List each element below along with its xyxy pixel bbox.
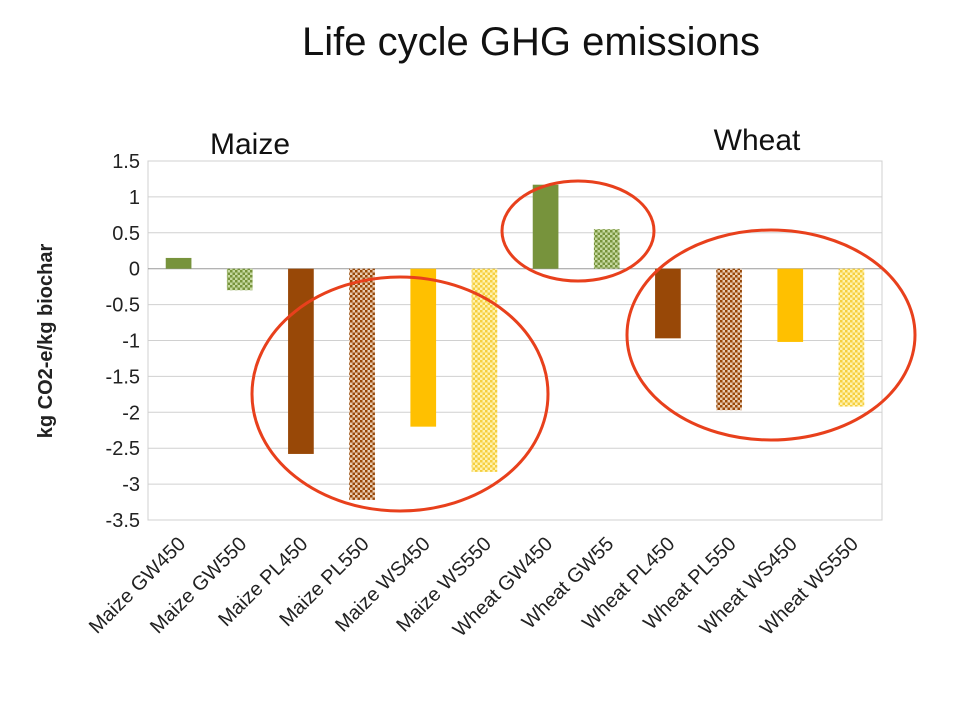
group-label-maize: Maize	[210, 128, 290, 161]
bar-maize-gw550	[226, 268, 253, 291]
y-axis-ticks: 1.5 1 0.5 0 -0.5 -1 -1.5 -2 -2.5 -3 -3.5	[106, 151, 140, 532]
bar-maize-gw450	[165, 257, 192, 269]
chart-title: Life cycle GHG emissions	[302, 20, 760, 64]
bar-wheat-gw55	[593, 229, 620, 269]
bar-wheat-pl550	[716, 268, 742, 411]
y-tick-label: -1.5	[106, 366, 140, 388]
y-tick-label: -0.5	[106, 295, 140, 317]
y-axis-label: kg CO2-e/kg biochar	[35, 244, 57, 439]
y-tick-label: -1	[122, 331, 140, 353]
y-tick-label: 1	[129, 187, 140, 209]
y-tick-label: 0.5	[112, 223, 140, 245]
y-tick-label: 1.5	[112, 151, 140, 173]
bar-wheat-ws450	[777, 268, 804, 342]
bars	[165, 184, 865, 500]
gridlines	[148, 160, 882, 521]
y-tick-label: 0	[129, 259, 140, 281]
highlight-circles	[250, 179, 917, 513]
group-label-wheat: Wheat	[714, 124, 801, 157]
highlight-ellipse-wheat-positives	[500, 179, 656, 283]
bar-wheat-ws550	[838, 268, 865, 407]
y-tick-label: -2	[122, 402, 140, 424]
y-tick-label: -2.5	[106, 438, 140, 460]
bar-maize-ws450	[410, 268, 437, 427]
bar-maize-pl450	[288, 268, 314, 454]
bar-wheat-gw450	[532, 184, 559, 269]
y-tick-label: -3.5	[106, 510, 140, 532]
highlight-ellipse-maize-negatives	[250, 275, 550, 513]
bar-maize-pl550	[349, 268, 375, 500]
y-tick-label: -3	[122, 474, 140, 496]
bar-wheat-pl450	[655, 268, 681, 339]
highlight-ellipse-wheat-negatives	[625, 228, 917, 442]
